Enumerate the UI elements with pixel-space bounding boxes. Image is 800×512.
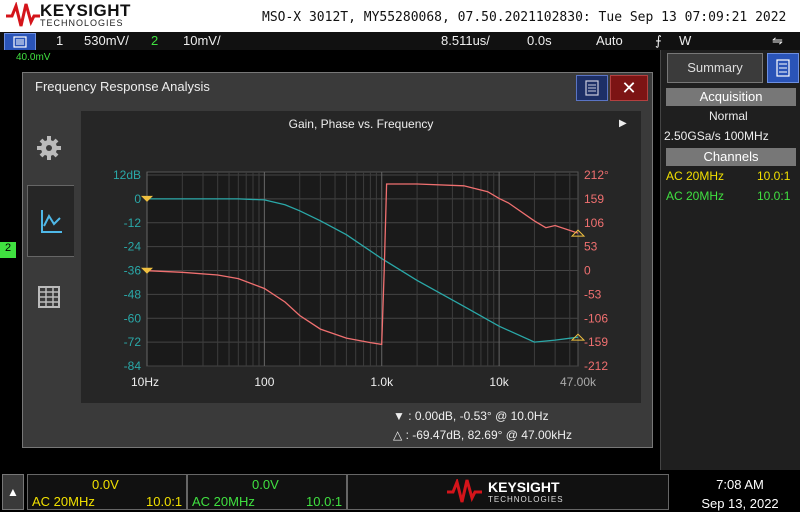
plot-title: Gain, Phase vs. Frequency: [288, 117, 434, 131]
ch2-number[interactable]: 2: [151, 33, 159, 48]
bottom-logo-box: KEYSIGHT TECHNOLOGIES: [347, 474, 669, 510]
y-left-tick-label: -60: [124, 311, 142, 325]
ch2-summary-coupling: AC 20MHz: [666, 189, 725, 203]
keysight-logo: [447, 479, 482, 503]
tab-settings[interactable]: [27, 113, 71, 183]
ch2-probe: 10.0:1: [306, 494, 343, 509]
rising-edge-icon[interactable]: ⨍: [655, 33, 662, 48]
plot-expand-arrow-icon[interactable]: ▶: [619, 118, 627, 129]
chart-icon: [41, 210, 62, 233]
menu-icon: [13, 36, 27, 48]
menu-icon: [585, 80, 599, 96]
cursor1-phase-marker: [141, 267, 153, 274]
fra-window: Frequency Response Analysis ✕ Gain, Phas…: [22, 72, 653, 448]
y-right-tick-label: 53: [584, 240, 598, 254]
brand-sub: TECHNOLOGIES: [40, 18, 124, 28]
trigger-source[interactable]: W: [679, 33, 692, 48]
main-menu-button[interactable]: [4, 33, 36, 51]
ch1-scale[interactable]: 530mV/: [84, 33, 129, 48]
sample-rate: 2.50GSa/s 100MHz: [664, 129, 769, 143]
close-button[interactable]: ✕: [610, 75, 648, 101]
ch1-offset: 0.0V: [92, 477, 119, 492]
y-right-tick-label: 212°: [584, 168, 609, 182]
bottom-brand: KEYSIGHT: [488, 479, 560, 495]
header-bar: KEYSIGHT TECHNOLOGIES MSO-X 3012T, MY552…: [0, 0, 800, 32]
x-tick-label: 100: [254, 375, 274, 389]
y-left-tick-label: -12: [124, 216, 142, 230]
y-right-tick-label: -106: [584, 311, 608, 325]
settings-icon: [37, 136, 61, 160]
plot-frame: [146, 171, 579, 367]
bottom-brand-sub: TECHNOLOGIES: [488, 495, 564, 504]
ch2-ground-marker[interactable]: 2: [0, 242, 16, 258]
fra-title: Frequency Response Analysis: [35, 79, 210, 94]
ch2-info-box[interactable]: 0.0V AC 20MHz 10.0:1: [187, 474, 347, 510]
summary-button[interactable]: Summary: [667, 53, 763, 83]
x-tick-label: 10k: [489, 375, 509, 389]
channels-header: Channels: [666, 148, 796, 166]
timebase[interactable]: 8.511us/: [441, 33, 490, 48]
panel-menu-button[interactable]: [767, 53, 799, 83]
gain-series-line: [147, 198, 579, 343]
acquisition-header: Acquisition: [666, 88, 796, 106]
x-tick-label: 47.00k: [560, 375, 597, 389]
trigger-mode[interactable]: Auto: [596, 33, 623, 48]
clock-date: Sep 13, 2022: [701, 496, 779, 511]
y-left-tick-label: -48: [124, 287, 142, 301]
ch1-number[interactable]: 1: [56, 33, 64, 48]
delay[interactable]: 0.0s: [527, 33, 552, 48]
cursor2-readout: △ : -69.47dB, 82.69° @ 47.00kHz: [393, 428, 572, 442]
tab-chart[interactable]: [27, 185, 74, 257]
menu-icon: [776, 59, 790, 77]
y-right-tick-label: 159: [584, 192, 604, 206]
acquisition-mode: Normal: [709, 109, 748, 123]
ch2-offset: 0.0V: [252, 477, 279, 492]
y-right-tick-label: 106: [584, 216, 604, 230]
cursor1-readout: ▼ : 0.00dB, -0.53° @ 10.0Hz: [393, 409, 549, 423]
plot-area[interactable]: Gain, Phase vs. Frequency ▶ 12dB 212° 0 159…: [81, 111, 641, 403]
y-left-tick-label: -84: [124, 359, 142, 373]
y-left-tick-label: -36: [124, 264, 142, 278]
ch1-info-box[interactable]: 0.0V AC 20MHz 10.0:1: [27, 474, 187, 510]
ch2-coupling: AC 20MHz: [192, 494, 255, 509]
usb-icon: ⇋: [772, 33, 783, 48]
ch1-coupling: AC 20MHz: [32, 494, 95, 509]
y-right-tick-label: -53: [584, 287, 602, 301]
ch2-summary-probe: 10.0:1: [757, 189, 791, 203]
y-left-tick-label: -72: [124, 335, 142, 349]
y-right-tick-label: -159: [584, 335, 608, 349]
tab-table[interactable]: [27, 263, 71, 333]
cursor2-gain-marker: [570, 333, 586, 341]
status-bar: 1 530mV/ 2 10mV/ 8.511us/ 0.0s Auto ⨍ W …: [0, 32, 800, 50]
cursor2-phase-marker: [570, 229, 586, 237]
brand-name: KEYSIGHT: [40, 1, 131, 20]
phase-series-line: [146, 183, 579, 346]
cursor1-gain-marker: [141, 195, 153, 202]
up-arrow-icon[interactable]: ▲: [2, 474, 24, 510]
y-left-tick-label: 12dB: [113, 168, 141, 182]
summary-panel: Summary Acquisition Normal 2.50GSa/s 100…: [660, 50, 800, 470]
y-right-tick-label: 0: [584, 264, 591, 278]
x-tick-label: 10Hz: [131, 375, 159, 389]
y-left-tick-label: 0: [134, 192, 141, 206]
ch1-probe: 10.0:1: [146, 494, 183, 509]
ch1-summary-probe: 10.0:1: [757, 169, 791, 183]
keysight-logo: [6, 2, 40, 27]
table-icon: [38, 286, 60, 308]
y-right-tick-label: -212: [584, 359, 608, 373]
ch2-scale[interactable]: 10mV/: [183, 33, 221, 48]
fra-menu-button[interactable]: [576, 75, 608, 101]
clock: 7:08 AM Sep 13, 2022: [680, 474, 800, 511]
y-left-tick-label: -24: [124, 240, 142, 254]
instrument-id: MSO-X 3012T, MY55280068, 07.50.202110283…: [262, 10, 787, 25]
clock-time: 7:08 AM: [716, 477, 764, 492]
x-tick-label: 1.0k: [370, 375, 394, 389]
ch2-top-scale: 40.0mV: [16, 52, 51, 63]
ch1-summary-coupling: AC 20MHz: [666, 169, 725, 183]
gain-phase-chart: 12dB 212° 0 159 -12 106 -24 53 -36 0 -48 -53 -60 -106…: [113, 168, 609, 389]
